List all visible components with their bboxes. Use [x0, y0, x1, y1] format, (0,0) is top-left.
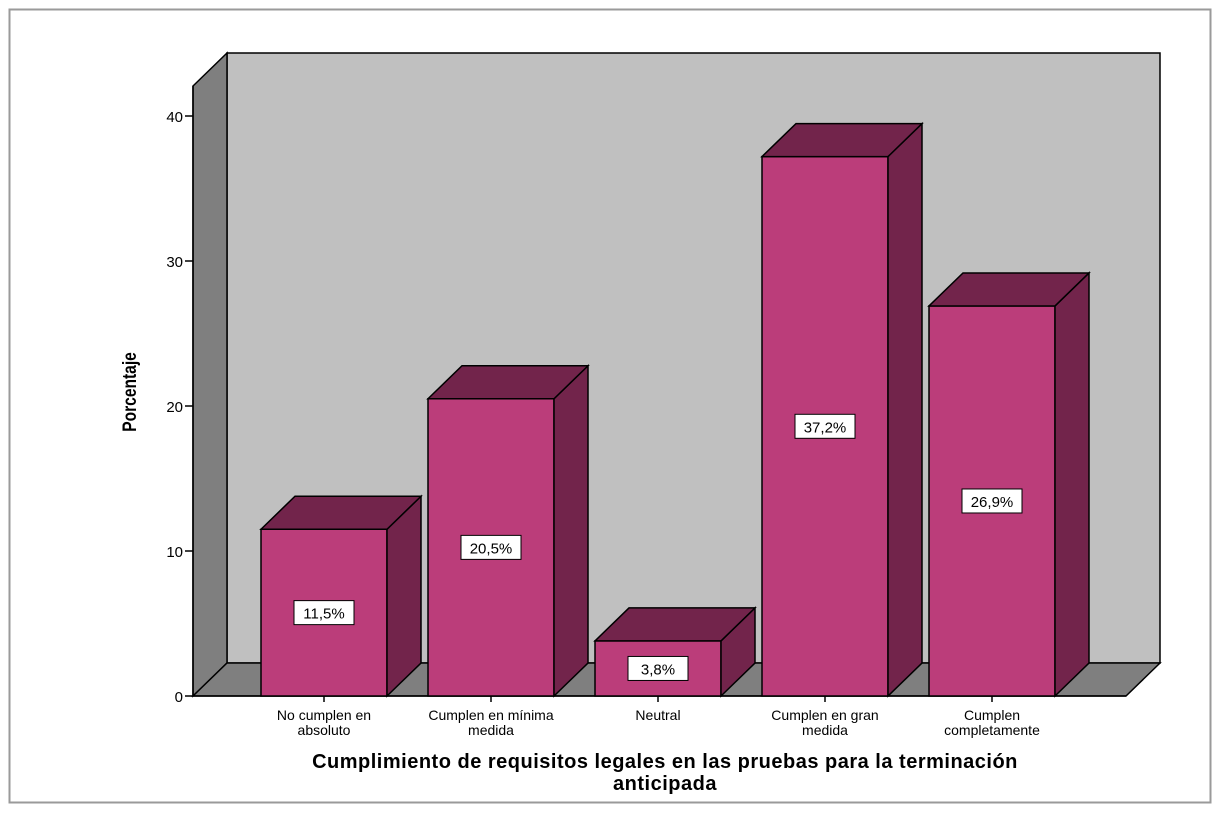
bar-group: 20,5%: [426, 363, 590, 698]
data-label: 3,8%: [641, 661, 675, 678]
bar-side: [887, 121, 923, 698]
y-tick-label: 40: [166, 109, 183, 126]
bar-top: [593, 607, 757, 642]
bar-group: 11,5%: [259, 494, 423, 698]
x-tick-label: medida: [468, 722, 514, 738]
y-tick-label: 30: [166, 254, 183, 271]
x-tick-label: Cumplen en mínima: [428, 707, 553, 723]
bar-group: 37,2%: [760, 121, 924, 698]
data-label: 11,5%: [303, 606, 344, 623]
bar-top: [760, 122, 924, 158]
y-tick-label: 0: [175, 689, 183, 706]
side-wall: [192, 51, 228, 698]
bar-group: 26,9%: [927, 271, 1091, 698]
chart-outer-border: [8, 8, 1212, 804]
x-axis-label-line-1: Cumplimiento de requisitos legales en la…: [312, 751, 1018, 773]
data-label: 20,5%: [470, 540, 513, 557]
x-tick-label: medida: [802, 722, 848, 738]
data-label-box: [794, 413, 856, 439]
bar-top: [927, 272, 1091, 307]
chart-bars: 11,5% 20,5% 3,8% 37,2% 26,9%: [259, 121, 1091, 698]
data-label-box: [961, 488, 1023, 514]
x-tick-label: No cumplen en: [277, 707, 371, 723]
x-tick-label: Cumplen: [964, 707, 1020, 723]
data-label: 37,2%: [804, 419, 847, 436]
y-tick-label: 10: [166, 544, 183, 561]
bar-side: [386, 494, 422, 698]
x-tick-label: Neutral: [635, 707, 680, 723]
bar-top: [259, 495, 423, 530]
x-tick-label: completamente: [944, 722, 1040, 738]
bar-side: [1054, 271, 1090, 698]
chart-labels: Porcentaje Cumplimiento de requisitos le…: [119, 352, 1018, 795]
data-label-box: [293, 600, 355, 626]
bar-side: [553, 363, 589, 698]
x-tick-label: Cumplen en gran: [771, 707, 878, 723]
x-tick-label: absoluto: [298, 722, 351, 738]
bar-top: [426, 365, 590, 400]
bar-group: 3,8%: [593, 606, 757, 698]
data-label-box: [460, 534, 522, 560]
x-axis-label-line-2: anticipada: [613, 773, 717, 795]
data-label-box: [627, 655, 689, 681]
y-axis-label: Porcentaje: [119, 352, 141, 432]
data-label: 26,9%: [971, 494, 1014, 511]
y-tick-label: 20: [166, 399, 183, 416]
